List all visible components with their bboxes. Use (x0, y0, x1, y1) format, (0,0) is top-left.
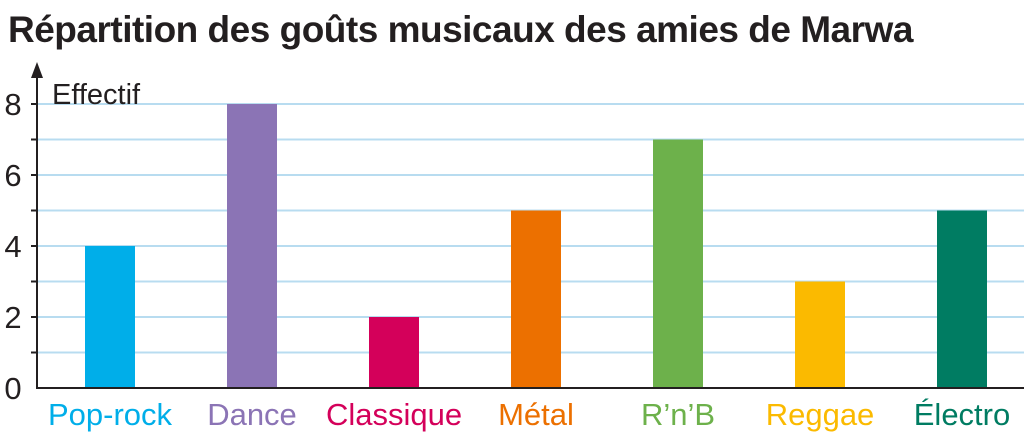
bar (85, 246, 135, 388)
category-labels: Pop-rock Dance Classique Métal R’n’B Reggae Él… (48, 397, 1010, 432)
category-label: Pop-rock (48, 397, 173, 432)
bar (653, 139, 703, 388)
bar (795, 281, 845, 388)
bar (511, 210, 561, 388)
bars (85, 104, 987, 388)
category-label: Dance (207, 397, 297, 432)
bar (227, 104, 277, 388)
y-tick-label: 4 (4, 229, 21, 264)
y-tick-label: 6 (4, 158, 21, 193)
bar (937, 210, 987, 388)
y-ticks: 0 2 4 6 8 (4, 87, 37, 406)
y-tick-label: 8 (4, 87, 21, 122)
y-tick-label: 0 (4, 371, 21, 406)
y-axis-arrow-icon (31, 62, 43, 78)
chart-title: Répartition des goûts musicaux des amies… (8, 9, 913, 50)
category-label: R’n’B (641, 397, 715, 432)
category-label: Reggae (766, 397, 875, 432)
y-axis-label: Effectif (52, 79, 141, 111)
axes (31, 62, 1024, 389)
category-label: Classique (326, 397, 462, 432)
y-tick-label: 2 (4, 300, 21, 335)
bar (369, 317, 419, 388)
category-label: Métal (498, 397, 574, 432)
category-label: Électro (914, 397, 1010, 432)
